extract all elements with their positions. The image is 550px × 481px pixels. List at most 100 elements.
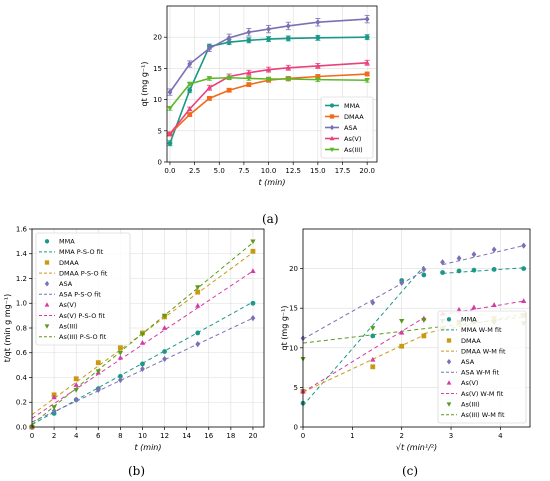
axes-frame	[31, 228, 265, 428]
legend-marker	[44, 280, 50, 287]
legend-label: MMA	[461, 316, 477, 324]
data-point	[226, 87, 232, 93]
data-point	[471, 251, 477, 258]
data-point	[471, 267, 477, 273]
data-point	[51, 394, 57, 400]
y-tick-label: 0.4	[16, 374, 28, 382]
x-tick-label: 7.5	[238, 167, 249, 175]
x-tick-label: 18	[226, 432, 235, 440]
panel-b-chart: 0 2 4 6 8 10 12 14 16 18 20 0.0 0.2 0.4 0.6 0.8 1.0 1.2 1.…	[3, 225, 265, 452]
data-point	[187, 106, 193, 111]
x-tick-label: 2	[52, 432, 56, 440]
x-tick-label: 12.5	[285, 167, 301, 175]
y-tick-label: 1.2	[16, 275, 27, 283]
data-point	[73, 382, 79, 387]
x-tick-label: 5.0	[214, 167, 225, 175]
data-point	[491, 246, 497, 253]
data-point	[117, 345, 123, 351]
data-point	[226, 39, 232, 45]
legend: MMA DMAA ASA As(V) As(III)	[320, 96, 374, 159]
data-point	[456, 255, 462, 262]
data-point	[246, 37, 252, 43]
data-point	[161, 313, 168, 319]
data-point	[315, 19, 321, 26]
data-point	[285, 22, 291, 30]
legend-marker	[446, 380, 452, 385]
data-point	[187, 82, 193, 87]
data-point	[491, 266, 497, 272]
data-point	[250, 314, 256, 322]
y-tick-label: 0	[294, 423, 298, 431]
data-point	[315, 35, 321, 41]
legend-box	[437, 310, 527, 424]
legend-marker	[329, 147, 335, 153]
legend-marker	[329, 124, 335, 131]
x-tick-label: 10.0	[261, 167, 277, 175]
x-tick-label: 2.5	[189, 167, 200, 175]
data-point	[187, 87, 193, 93]
data-point	[161, 325, 168, 330]
data-point	[315, 77, 321, 83]
x-axis-label: t (min)	[258, 178, 285, 187]
x-tick-label: 4	[498, 432, 503, 440]
data-point	[226, 75, 232, 81]
y-tick-label: 0.8	[16, 324, 27, 332]
legend-label: As(V)	[344, 135, 361, 143]
y-tick-label: 20	[153, 34, 162, 42]
legend-label: As(V)	[461, 379, 478, 387]
y-tick-label: 0	[158, 158, 162, 166]
data-point	[456, 306, 462, 312]
x-tick-label: 3	[449, 432, 453, 440]
data-point	[440, 259, 445, 266]
data-point	[491, 302, 497, 307]
data-point	[117, 354, 124, 360]
legend-label: MMA	[344, 102, 360, 110]
data-point	[206, 84, 213, 90]
data-point	[250, 268, 256, 273]
data-point	[73, 396, 79, 403]
data-point	[266, 25, 271, 33]
data-point	[421, 272, 427, 278]
data-point	[117, 373, 123, 379]
y-tick-label: 0.0	[16, 423, 27, 431]
y-tick-label: 0.2	[16, 399, 27, 407]
data-point	[206, 95, 212, 101]
y-tick-label: 10	[289, 344, 298, 352]
y-tick-label: 20	[289, 265, 298, 273]
y-tick-label: 5	[158, 127, 162, 135]
x-tick-label: 16	[204, 432, 213, 440]
legend: MMA MMA P-S-O fit DMAA DMAA P-S-O fit ASA ASA…	[35, 232, 131, 346]
axes-frame	[166, 5, 378, 163]
data-point	[29, 425, 35, 430]
data-point	[471, 304, 477, 310]
data-point	[265, 66, 272, 72]
data-point	[440, 270, 445, 275]
data-point	[285, 36, 291, 41]
legend-marker	[329, 103, 335, 108]
data-point	[246, 29, 252, 36]
data-point	[364, 78, 370, 84]
x-tick-label: 10	[138, 432, 147, 440]
y-axis-label: qt (mg g⁻¹)	[280, 306, 289, 351]
data-point	[139, 332, 146, 338]
data-point	[364, 15, 370, 23]
x-tick-label: 20	[248, 432, 257, 440]
data-point	[315, 63, 321, 68]
y-tick-label: 1.4	[16, 250, 28, 258]
x-axis-label: √t (min¹/²)	[396, 443, 437, 452]
y-tick-label: 1.0	[16, 300, 27, 308]
x-tick-label: 0	[30, 432, 34, 440]
y-tick-label: 10	[153, 96, 162, 104]
x-tick-label: 12	[160, 432, 169, 440]
data-point	[117, 376, 123, 384]
data-point	[370, 364, 376, 370]
y-tick-label: 15	[289, 305, 298, 313]
x-tick-label: 1	[350, 432, 354, 440]
data-point	[399, 343, 405, 349]
legend-label: DMAA	[461, 337, 481, 345]
legend-box	[35, 232, 131, 346]
data-point	[250, 239, 256, 245]
data-point	[95, 386, 101, 393]
